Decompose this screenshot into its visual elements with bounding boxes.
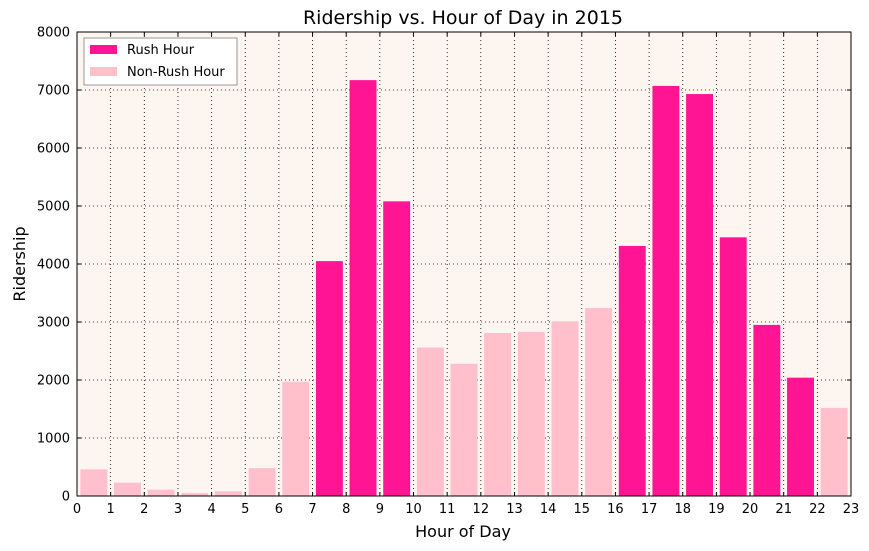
bar xyxy=(787,377,814,496)
bar xyxy=(585,308,613,496)
x-tick-label: 23 xyxy=(843,502,860,517)
bars-group xyxy=(80,80,848,497)
x-tick-label: 18 xyxy=(674,502,691,517)
x-tick-label: 6 xyxy=(275,502,283,517)
bar xyxy=(315,261,343,496)
x-tick-label: 13 xyxy=(506,502,523,517)
bar xyxy=(80,469,108,496)
y-tick-label: 1000 xyxy=(37,432,70,447)
bar xyxy=(147,489,175,496)
bar xyxy=(686,94,714,496)
x-tick-label: 2 xyxy=(140,502,148,517)
bar xyxy=(719,237,747,496)
x-tick-label: 14 xyxy=(540,502,557,517)
bar xyxy=(181,493,209,496)
y-tick-label: 2000 xyxy=(37,374,70,389)
bar xyxy=(652,85,680,496)
y-tick-label: 6000 xyxy=(37,142,70,157)
x-tick-label: 9 xyxy=(376,502,384,517)
y-tick-label: 0 xyxy=(62,490,70,505)
x-tick-label: 1 xyxy=(107,502,115,517)
y-tick-label: 8000 xyxy=(37,26,70,41)
bar xyxy=(517,331,545,496)
x-tick-label: 15 xyxy=(574,502,591,517)
bar xyxy=(551,321,579,496)
x-axis-label: Hour of Day xyxy=(415,522,511,541)
x-tick-label: 7 xyxy=(308,502,316,517)
y-tick-label: 5000 xyxy=(37,200,70,215)
bar xyxy=(753,324,781,496)
x-tick-label: 20 xyxy=(742,502,759,517)
x-tick-label: 10 xyxy=(405,502,422,517)
bar xyxy=(416,347,444,496)
legend-label: Rush Hour xyxy=(127,43,195,58)
bar xyxy=(383,201,411,497)
x-tick-label: 21 xyxy=(775,502,792,517)
x-tick-label: 22 xyxy=(809,502,826,517)
bar xyxy=(114,482,141,496)
x-tick-label: 4 xyxy=(207,502,215,517)
x-tick-label: 19 xyxy=(708,502,725,517)
legend-swatch xyxy=(90,67,117,76)
x-tick-label: 3 xyxy=(174,502,182,517)
x-tick-label: 5 xyxy=(241,502,249,517)
y-tick-label: 3000 xyxy=(37,316,70,331)
bar xyxy=(618,246,646,496)
y-tick-label: 7000 xyxy=(37,84,70,99)
bar xyxy=(282,381,310,496)
chart-title: Ridership vs. Hour of Day in 2015 xyxy=(303,7,623,29)
bar xyxy=(349,80,377,496)
x-tick-label: 16 xyxy=(607,502,624,517)
x-tick-label: 12 xyxy=(473,502,490,517)
x-tick-label: 8 xyxy=(342,502,350,517)
legend: Rush Hour Non-Rush Hour xyxy=(83,37,238,86)
bar xyxy=(214,491,242,496)
x-tick-label: 11 xyxy=(439,502,456,517)
bar xyxy=(450,363,478,496)
bar xyxy=(248,468,276,496)
legend-swatch xyxy=(90,45,117,54)
bar xyxy=(820,407,848,496)
y-tick-label: 4000 xyxy=(37,258,70,273)
bar xyxy=(484,333,512,496)
x-tick-label: 17 xyxy=(641,502,658,517)
x-tick-label: 0 xyxy=(73,502,81,517)
axis-ticks: 0 1 2 3 4 5 6 7 8 9 10 11 12 13 14 15 16 17 18 19 20 21 22 2301… xyxy=(37,26,859,518)
legend-label: Non-Rush Hour xyxy=(127,65,225,80)
y-axis-label: Ridership xyxy=(10,226,29,301)
